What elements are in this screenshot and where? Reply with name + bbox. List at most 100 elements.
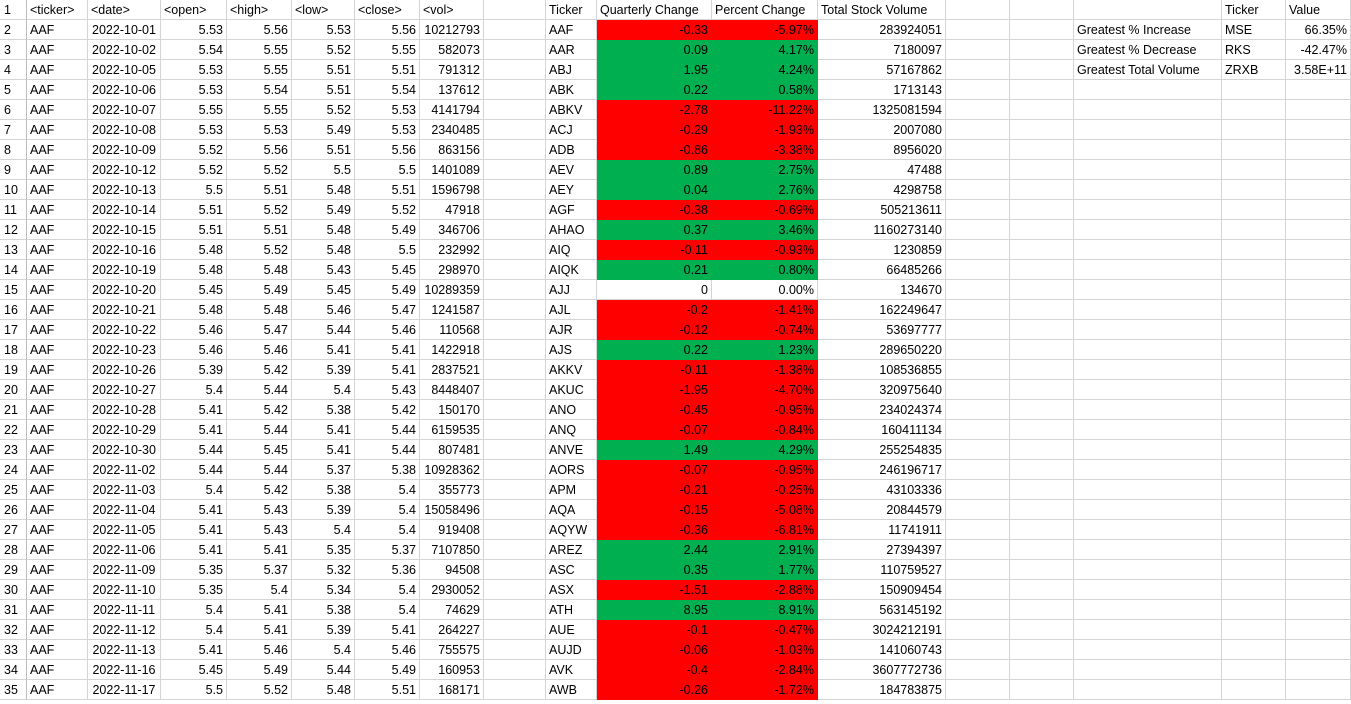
cell-percent-change[interactable]: -0.74% [712,320,818,340]
empty-cell[interactable] [946,380,1010,400]
empty-cell[interactable] [946,120,1010,140]
cell-total-stock-volume[interactable]: 47488 [818,160,946,180]
empty-cell[interactable] [484,280,546,300]
cell-date[interactable]: 2022-10-07 [88,100,161,120]
cell-open[interactable]: 5.4 [161,480,227,500]
row-number[interactable]: 29 [0,560,27,580]
cell-quarterly-change[interactable]: 0.89 [597,160,712,180]
cell-ticker[interactable]: AAF [27,20,88,40]
cell-percent-change[interactable]: 2.91% [712,540,818,560]
empty-cell[interactable] [946,260,1010,280]
cell-high[interactable]: 5.42 [227,480,292,500]
empty-cell[interactable] [1010,160,1074,180]
cell-high[interactable]: 5.53 [227,120,292,140]
empty-cell[interactable] [1074,560,1222,580]
cell-vol[interactable]: 791312 [420,60,484,80]
empty-cell[interactable] [1222,320,1286,340]
greatest-ticker[interactable]: MSE [1222,20,1286,40]
empty-cell[interactable] [1074,340,1222,360]
cell-high[interactable]: 5.51 [227,220,292,240]
empty-cell[interactable] [1286,120,1351,140]
empty-cell[interactable] [1074,320,1222,340]
cell-quarterly-change[interactable]: -0.07 [597,420,712,440]
cell-close[interactable]: 5.4 [355,580,420,600]
cell-ticker[interactable]: AAF [27,220,88,240]
cell-open[interactable]: 5.41 [161,420,227,440]
cell-close[interactable]: 5.5 [355,160,420,180]
cell-vol[interactable]: 2930052 [420,580,484,600]
empty-cell[interactable] [1286,560,1351,580]
empty-cell[interactable] [1010,60,1074,80]
cell-date[interactable]: 2022-10-26 [88,360,161,380]
cell-high[interactable]: 5.45 [227,440,292,460]
cell-ticker[interactable]: AAF [27,580,88,600]
cell-quarterly-change[interactable]: -0.45 [597,400,712,420]
empty-cell[interactable] [1074,600,1222,620]
cell-date[interactable]: 2022-10-20 [88,280,161,300]
empty-cell[interactable] [484,140,546,160]
summary-header-percent-change[interactable]: Percent Change [712,0,818,20]
cell-high[interactable]: 5.46 [227,340,292,360]
cell-percent-change[interactable]: 4.29% [712,440,818,460]
cell-vol[interactable]: 10212793 [420,20,484,40]
cell-summary-ticker[interactable]: AJJ [546,280,597,300]
cell-close[interactable]: 5.37 [355,540,420,560]
cell-summary-ticker[interactable]: ANQ [546,420,597,440]
row-number[interactable]: 11 [0,200,27,220]
header-high[interactable]: <high> [227,0,292,20]
empty-cell[interactable] [1286,460,1351,480]
cell-high[interactable]: 5.52 [227,200,292,220]
row-number[interactable]: 27 [0,520,27,540]
cell-open[interactable]: 5.41 [161,400,227,420]
empty-cell[interactable] [1010,680,1074,700]
empty-cell[interactable] [946,180,1010,200]
empty-cell[interactable] [1010,440,1074,460]
cell-close[interactable]: 5.51 [355,680,420,700]
cell-open[interactable]: 5.39 [161,360,227,380]
cell-summary-ticker[interactable]: AUE [546,620,597,640]
cell-ticker[interactable]: AAF [27,640,88,660]
cell-percent-change[interactable]: 4.17% [712,40,818,60]
cell-quarterly-change[interactable]: -1.95 [597,380,712,400]
row-number[interactable]: 35 [0,680,27,700]
cell-high[interactable]: 5.44 [227,460,292,480]
cell-open[interactable]: 5.55 [161,100,227,120]
cell-open[interactable]: 5.45 [161,280,227,300]
cell-ticker[interactable]: AAF [27,440,88,460]
cell-low[interactable]: 5.39 [292,620,355,640]
cell-percent-change[interactable]: 0.00% [712,280,818,300]
empty-cell[interactable] [946,420,1010,440]
cell-vol[interactable]: 264227 [420,620,484,640]
cell-open[interactable]: 5.48 [161,240,227,260]
cell-low[interactable]: 5.44 [292,320,355,340]
row-number[interactable]: 18 [0,340,27,360]
empty-cell[interactable] [946,60,1010,80]
cell-low[interactable]: 5.41 [292,340,355,360]
empty-cell[interactable] [1222,100,1286,120]
cell-vol[interactable]: 582073 [420,40,484,60]
empty-cell[interactable] [1222,680,1286,700]
empty-cell[interactable] [1074,540,1222,560]
empty-cell[interactable] [1222,500,1286,520]
cell-total-stock-volume[interactable]: 2007080 [818,120,946,140]
cell-quarterly-change[interactable]: -0.12 [597,320,712,340]
cell-open[interactable]: 5.35 [161,580,227,600]
cell-open[interactable]: 5.44 [161,460,227,480]
cell-ticker[interactable]: AAF [27,360,88,380]
empty-cell[interactable] [1010,500,1074,520]
cell-quarterly-change[interactable]: 0.22 [597,340,712,360]
cell-close[interactable]: 5.44 [355,420,420,440]
cell-date[interactable]: 2022-10-08 [88,120,161,140]
empty-cell[interactable] [1286,620,1351,640]
row-number[interactable]: 31 [0,600,27,620]
empty-cell[interactable] [1286,180,1351,200]
cell-quarterly-change[interactable]: 1.95 [597,60,712,80]
cell-date[interactable]: 2022-11-12 [88,620,161,640]
cell-percent-change[interactable]: -1.93% [712,120,818,140]
empty-cell[interactable] [484,120,546,140]
empty-cell[interactable] [484,440,546,460]
empty-cell[interactable] [946,140,1010,160]
row-number[interactable]: 25 [0,480,27,500]
empty-cell[interactable] [1010,420,1074,440]
cell-quarterly-change[interactable]: 2.44 [597,540,712,560]
